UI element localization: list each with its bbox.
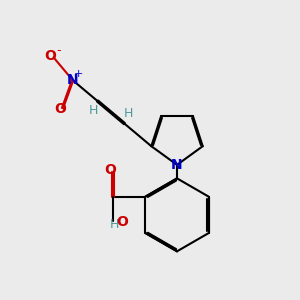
Text: +: + bbox=[74, 69, 83, 79]
Text: O: O bbox=[44, 49, 56, 63]
Text: H: H bbox=[123, 107, 133, 120]
Text: -: - bbox=[56, 44, 61, 57]
Text: O: O bbox=[116, 215, 128, 229]
Text: O: O bbox=[54, 103, 66, 116]
Text: H: H bbox=[110, 218, 119, 232]
Text: O: O bbox=[104, 163, 116, 177]
Text: H: H bbox=[89, 104, 98, 118]
Text: N: N bbox=[171, 158, 183, 172]
Text: N: N bbox=[67, 73, 79, 87]
